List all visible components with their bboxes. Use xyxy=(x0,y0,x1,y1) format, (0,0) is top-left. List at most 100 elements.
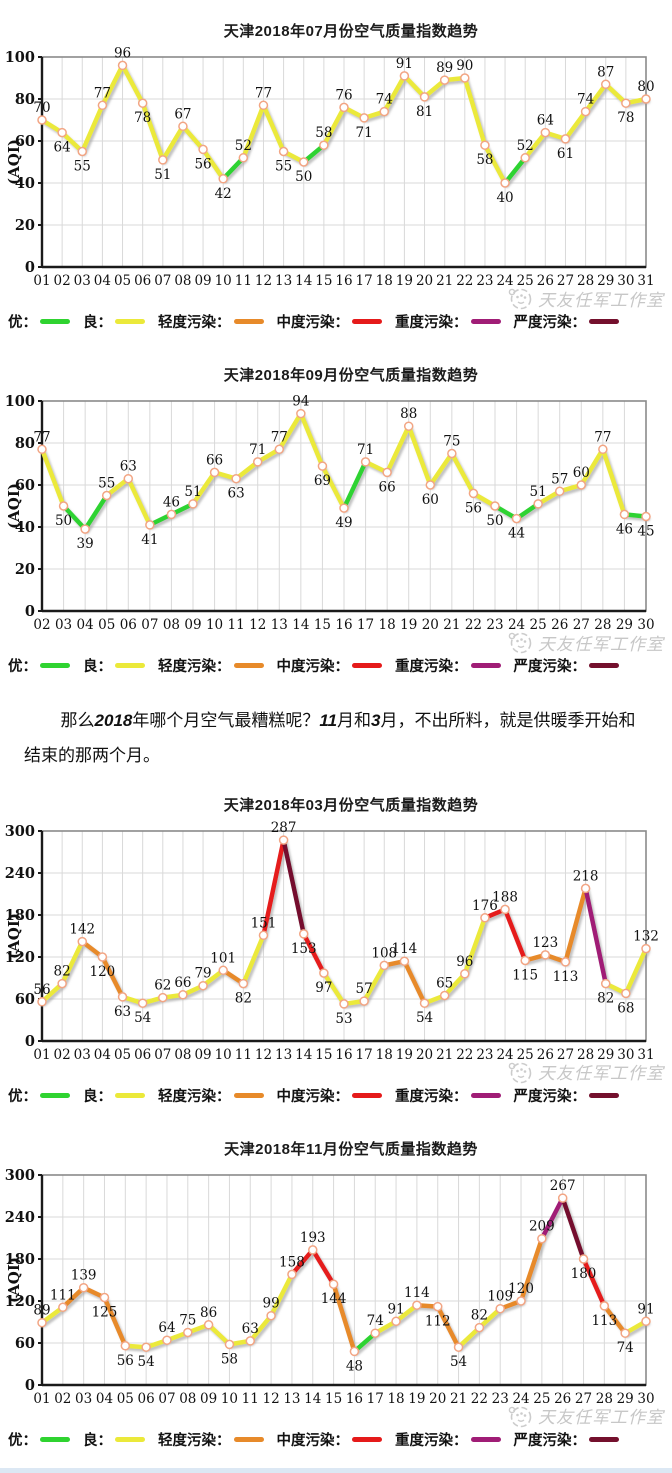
svg-text:39: 39 xyxy=(77,536,94,552)
svg-text:69: 69 xyxy=(314,473,331,489)
svg-text:120: 120 xyxy=(90,964,116,980)
svg-text:16: 16 xyxy=(335,273,352,289)
legend-item: 中度污染： xyxy=(277,311,382,332)
data-labels: 7750395563414651666371779469497166886075… xyxy=(33,394,654,552)
svg-text:24: 24 xyxy=(496,273,513,289)
svg-text:27: 27 xyxy=(575,1391,592,1407)
svg-text:12: 12 xyxy=(255,273,272,289)
svg-text:50: 50 xyxy=(55,513,72,529)
legend-item: 轻度污染： xyxy=(158,311,264,332)
svg-text:74: 74 xyxy=(367,1313,384,1329)
svg-text:04: 04 xyxy=(94,273,111,289)
svg-text:19: 19 xyxy=(396,273,413,289)
x-tick-labels: 02 03 04 05 06 07 08 09 10 11 12 13 14 15 16 17 18 19 20 21… xyxy=(33,617,654,633)
svg-text:180: 180 xyxy=(571,1266,597,1282)
y-tick-labels: 0 60 120 180 240 300 xyxy=(5,823,42,1050)
svg-text:03: 03 xyxy=(55,617,72,633)
svg-text:60: 60 xyxy=(15,133,35,150)
y-tick-labels: 0 20 40 60 80 100 xyxy=(5,393,42,620)
paragraph-text: 月，不出所料，就是供暖季开始和结束的那两个月。 xyxy=(24,711,636,765)
svg-text:88: 88 xyxy=(400,406,417,422)
svg-text:89: 89 xyxy=(436,60,453,76)
svg-text:02: 02 xyxy=(54,273,71,289)
svg-text:04: 04 xyxy=(77,617,94,633)
legend-item: 严度污染： xyxy=(514,311,619,332)
legend-swatch xyxy=(470,1092,501,1098)
legend-label: 良： xyxy=(83,1088,112,1105)
svg-text:25: 25 xyxy=(530,617,547,633)
svg-text:123: 123 xyxy=(532,935,558,951)
legend-swatch xyxy=(115,1092,145,1098)
legend-swatch xyxy=(233,319,264,324)
svg-text:132: 132 xyxy=(633,928,659,944)
svg-text:30: 30 xyxy=(617,273,634,289)
svg-text:11: 11 xyxy=(228,617,245,633)
svg-text:08: 08 xyxy=(174,273,191,289)
legend-label: 重度污染： xyxy=(395,1432,468,1449)
svg-text:28: 28 xyxy=(577,1047,594,1063)
svg-text:111: 111 xyxy=(50,1287,76,1303)
svg-text:27: 27 xyxy=(573,617,590,633)
svg-text:113: 113 xyxy=(591,1313,617,1329)
svg-text:09: 09 xyxy=(200,1391,217,1407)
chart-title-july: 天津2018年07月份空气质量指数趋势 xyxy=(223,23,479,40)
svg-text:66: 66 xyxy=(174,974,191,990)
legend-item: 良： xyxy=(83,1429,145,1450)
svg-text:180: 180 xyxy=(5,907,35,924)
data-points xyxy=(37,60,651,188)
legend-swatch xyxy=(115,1436,145,1442)
svg-text:01: 01 xyxy=(33,1391,50,1407)
legend-item: 中度污染： xyxy=(277,1429,382,1450)
legend-swatch xyxy=(115,319,145,324)
svg-text:300: 300 xyxy=(5,1167,35,1184)
legend-item: 中度污染： xyxy=(277,655,382,676)
svg-text:06: 06 xyxy=(134,1047,151,1063)
svg-text:26: 26 xyxy=(551,617,568,633)
legend-swatch xyxy=(40,1436,70,1442)
legend-swatch xyxy=(115,663,145,668)
svg-text:49: 49 xyxy=(335,515,352,531)
svg-text:55: 55 xyxy=(74,159,91,175)
svg-text:08: 08 xyxy=(179,1391,196,1407)
svg-text:03: 03 xyxy=(75,1391,92,1407)
chart-title-march: 天津2018年03月份空气质量指数趋势 xyxy=(223,796,479,814)
svg-text:300: 300 xyxy=(5,823,35,840)
svg-text:21: 21 xyxy=(436,1047,453,1063)
svg-text:17: 17 xyxy=(356,1047,373,1063)
svg-text:139: 139 xyxy=(71,1267,97,1283)
svg-text:144: 144 xyxy=(321,1291,347,1307)
svg-text:14: 14 xyxy=(295,273,312,289)
svg-text:66: 66 xyxy=(379,479,396,495)
svg-text:30: 30 xyxy=(637,617,654,633)
legend-row: 优： 良： 轻度污染： 中度污染： 重度污染： 严度污染： 天友任军工作室 xyxy=(0,1062,672,1118)
svg-text:90: 90 xyxy=(456,58,473,74)
svg-text:180: 180 xyxy=(5,1251,35,1268)
svg-text:125: 125 xyxy=(92,1304,118,1320)
svg-text:22: 22 xyxy=(465,617,482,633)
legend-label: 重度污染： xyxy=(395,315,468,331)
legend-item: 良： xyxy=(83,655,145,676)
legend-item: 优： xyxy=(8,1429,70,1450)
legend-label: 严度污染： xyxy=(513,659,587,675)
svg-text:114: 114 xyxy=(404,1285,430,1301)
legend-item: 重度污染： xyxy=(395,1085,501,1106)
legend-swatch xyxy=(352,319,382,324)
svg-text:02: 02 xyxy=(54,1047,71,1063)
svg-text:16: 16 xyxy=(346,1391,363,1407)
svg-text:19: 19 xyxy=(400,617,417,633)
svg-text:52: 52 xyxy=(235,138,252,154)
chart-block-march: 天津2018年03月份空气质量指数趋势 0 60 120 180 240 300 (AQI)… xyxy=(0,784,672,1118)
legend-label: 良： xyxy=(83,315,112,331)
svg-text:101: 101 xyxy=(210,950,236,966)
paragraph-text: 那么 xyxy=(60,711,95,730)
emphasized-number: 2018 xyxy=(94,711,133,730)
svg-text:09: 09 xyxy=(184,617,201,633)
svg-text:63: 63 xyxy=(228,486,245,502)
svg-text:51: 51 xyxy=(530,484,547,500)
svg-text:09: 09 xyxy=(194,1047,211,1063)
svg-text:05: 05 xyxy=(98,617,115,633)
svg-text:22: 22 xyxy=(456,1047,473,1063)
y-tick-labels: 0 60 120 180 240 300 xyxy=(5,1167,42,1394)
legend-swatch xyxy=(589,319,619,324)
svg-text:97: 97 xyxy=(315,980,332,996)
